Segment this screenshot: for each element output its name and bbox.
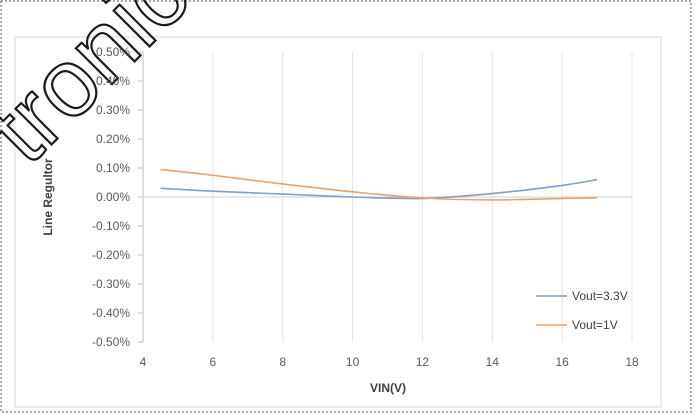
x-tick-labels: 4 6 8 10 12 14 16 18 <box>140 355 639 369</box>
y-tick-label: 0.40% <box>96 74 130 88</box>
axes <box>138 51 632 343</box>
x-tick-label: 6 <box>210 355 217 369</box>
y-tick-label: 0.10% <box>96 161 130 175</box>
y-tick-label: -0.30% <box>92 277 130 291</box>
y-tick-label: 0.50% <box>96 45 130 59</box>
x-axis-title: VIN(V) <box>370 381 406 395</box>
series-lines <box>160 168 598 201</box>
legend-label-1: Vout=1V <box>572 318 618 332</box>
series-line-1 <box>160 168 598 201</box>
x-tick-label: 4 <box>140 355 147 369</box>
y-tick-label: -0.50% <box>92 335 130 349</box>
y-tick-labels: 0.50% 0.40% 0.30% 0.20% 0.10% 0.00% -0.10% -0.2… <box>92 45 130 349</box>
x-tick-label: 8 <box>279 355 286 369</box>
legend: Vout=3.3V Vout=1V <box>536 289 628 332</box>
y-tick-label: 0.20% <box>96 132 130 146</box>
x-tick-label: 10 <box>346 355 360 369</box>
series-line-0 <box>160 178 598 200</box>
y-tick-label: 0.00% <box>96 190 130 204</box>
x-tick-label: 12 <box>416 355 430 369</box>
legend-label-0: Vout=3.3V <box>572 289 628 303</box>
x-tick-label: 14 <box>486 355 500 369</box>
x-tick-label: 16 <box>555 355 569 369</box>
y-tick-label: -0.20% <box>92 248 130 262</box>
chart-area-border <box>14 36 662 408</box>
y-tick-label: 0.30% <box>96 103 130 117</box>
y-tick-label: -0.10% <box>92 219 130 233</box>
x-tick-label: 18 <box>625 355 639 369</box>
y-tick-label: -0.40% <box>92 306 130 320</box>
y-axis-title: Line Regultor <box>41 158 55 236</box>
